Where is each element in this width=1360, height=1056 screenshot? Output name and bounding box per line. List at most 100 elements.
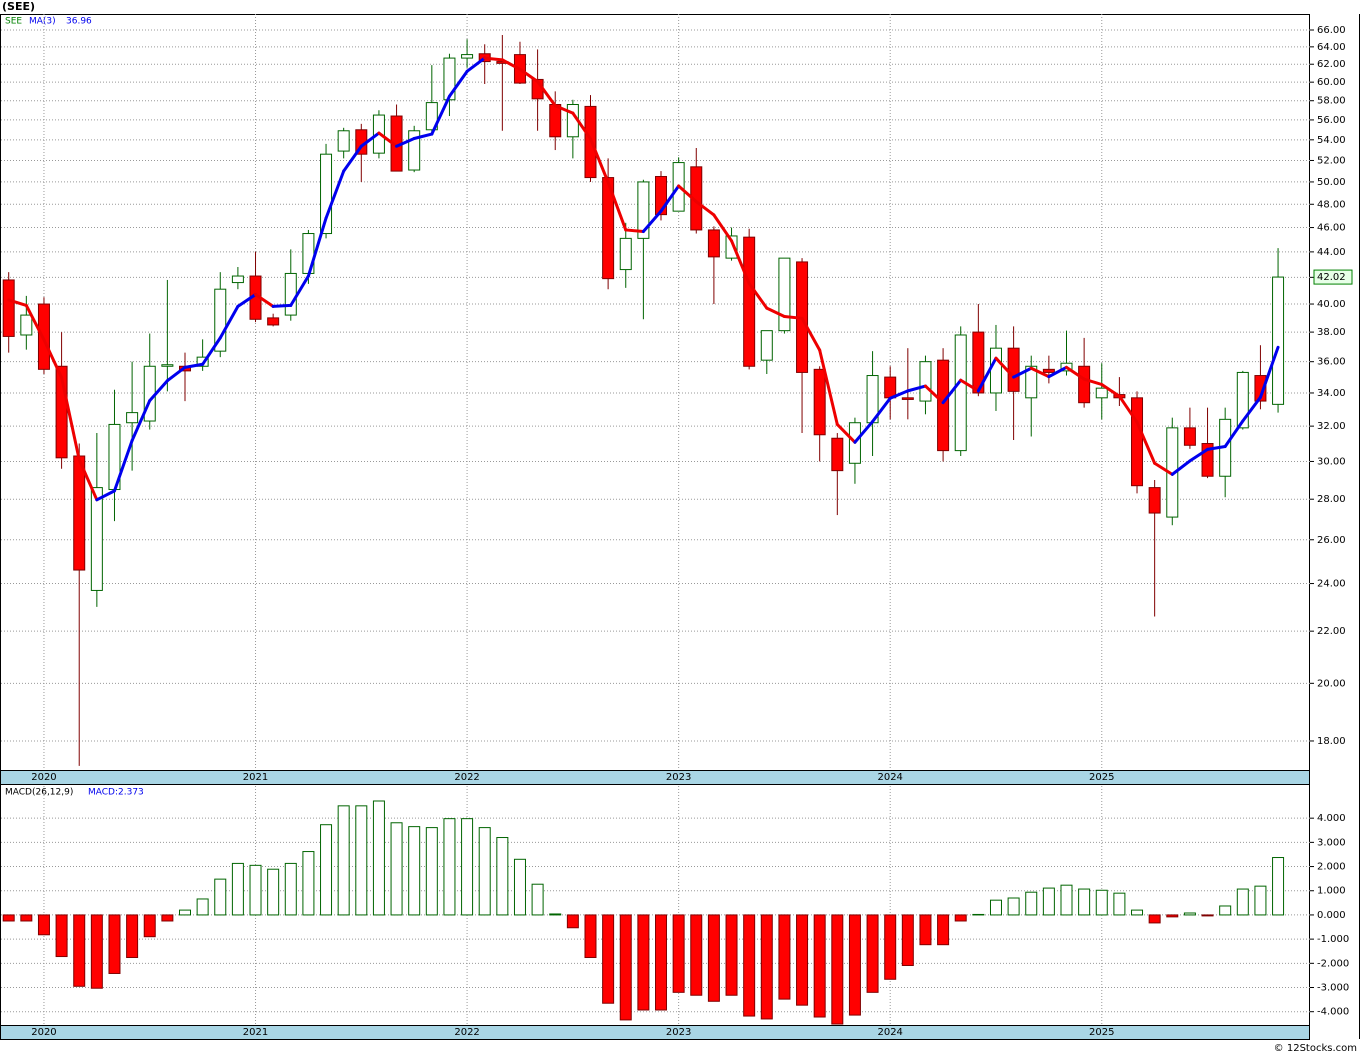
ma-line — [306, 216, 328, 278]
macd-bar — [549, 913, 562, 916]
macd-bar — [866, 914, 879, 993]
ma-line — [782, 314, 804, 320]
ma-line — [289, 274, 310, 307]
x-tick-label: 2023 — [666, 772, 691, 783]
macd-bar — [566, 914, 579, 929]
y-tick-label: 20.00 — [1317, 678, 1346, 689]
ma-line — [447, 69, 469, 98]
x-tick-label: 2023 — [666, 1027, 691, 1038]
ma-line — [112, 439, 134, 493]
ma-line — [60, 376, 81, 462]
macd-bar — [73, 914, 86, 987]
ma-line — [906, 384, 927, 393]
macd-bar — [672, 914, 685, 993]
macd-bar — [1007, 897, 1020, 916]
macd-bar — [408, 826, 421, 916]
macd-bar — [1060, 884, 1073, 916]
candle-body — [655, 175, 668, 216]
macd-bar — [372, 800, 385, 916]
ma-line — [1029, 366, 1051, 379]
candle-body — [549, 104, 562, 138]
macd-bar — [390, 822, 403, 916]
ma-line — [1170, 459, 1192, 476]
candle-body — [284, 272, 297, 316]
ma-line — [377, 131, 399, 148]
ma-line — [1100, 382, 1121, 398]
macd-bar — [848, 914, 861, 1016]
ma-line — [500, 58, 522, 71]
ma-line — [77, 458, 99, 502]
ma-line — [165, 365, 187, 383]
ma-line — [694, 200, 716, 217]
macd-title: MACD(26,12,9) — [5, 788, 73, 798]
ma-line — [518, 67, 540, 84]
macd-bar — [337, 805, 350, 916]
legend-ma-value: 36.96 — [66, 17, 92, 27]
candle-body — [1272, 276, 1285, 405]
legend-ma: MA(3) — [29, 17, 56, 27]
macd-bar — [1148, 914, 1161, 924]
ma-line — [412, 132, 434, 141]
ma-line — [1223, 419, 1245, 449]
y-tick-label: 52.00 — [1317, 155, 1346, 166]
y-tick-label: 66.00 — [1317, 25, 1346, 36]
y-tick-label: 2.000 — [1317, 862, 1346, 873]
macd-bar — [496, 837, 509, 916]
x-tick-label: 2021 — [243, 1027, 268, 1038]
candle-body — [1201, 443, 1214, 477]
macd-bar — [20, 914, 33, 922]
footer: © 12Stocks.com — [1274, 1043, 1357, 1054]
candle-body — [1078, 365, 1091, 404]
ma-line — [1065, 365, 1086, 381]
y-tick-label: 34.00 — [1317, 388, 1346, 399]
macd-bar — [989, 899, 1002, 916]
macd-bar — [214, 878, 227, 916]
candle-body — [126, 412, 139, 424]
candle-body — [989, 347, 1002, 394]
y-tick-label: 46.00 — [1317, 223, 1346, 234]
ma-line — [1135, 420, 1157, 465]
last-price-label: 42.02 — [1317, 272, 1346, 283]
last-price-box — [1313, 269, 1353, 285]
ma-line — [1047, 365, 1068, 379]
ma-line — [641, 209, 663, 233]
candle-body — [919, 361, 932, 402]
macd-bar — [602, 914, 615, 1004]
candle-body — [20, 314, 33, 336]
candle-body — [320, 153, 333, 235]
candle-body — [884, 376, 897, 399]
x-tick-label: 2021 — [243, 772, 268, 783]
ma-line — [1188, 447, 1210, 463]
price-frame — [0, 14, 1310, 785]
ma-line — [853, 420, 875, 444]
ma-line — [42, 338, 64, 380]
ma-line — [95, 489, 116, 502]
macd-bar — [1078, 888, 1091, 916]
candle-body — [1148, 487, 1161, 514]
ma-line — [994, 356, 1016, 379]
ma-line — [800, 316, 822, 352]
y-tick-label: 38.00 — [1317, 327, 1346, 338]
macd-bar — [901, 914, 914, 966]
ma-line — [7, 298, 28, 307]
candle-body — [461, 54, 474, 59]
macd-bar — [760, 914, 773, 1020]
candle-body — [161, 364, 174, 367]
ma-line — [959, 378, 980, 393]
candle-body — [1025, 365, 1038, 399]
year-band — [0, 1025, 1310, 1040]
y-tick-label: -3.000 — [1317, 983, 1349, 994]
candle-body — [725, 235, 738, 259]
candle-body — [231, 275, 244, 284]
candle-body — [778, 257, 791, 332]
ma-line — [1082, 377, 1104, 386]
candle-body — [2, 279, 15, 337]
ma-line — [218, 304, 240, 340]
macd-bar — [743, 914, 756, 1017]
candle-body — [1254, 375, 1267, 402]
macd-bar — [1131, 909, 1144, 916]
y-tick-label: 32.00 — [1317, 421, 1346, 432]
ma-line — [183, 362, 205, 369]
x-tick-label: 2024 — [877, 1027, 902, 1038]
candle-body — [1095, 387, 1108, 399]
